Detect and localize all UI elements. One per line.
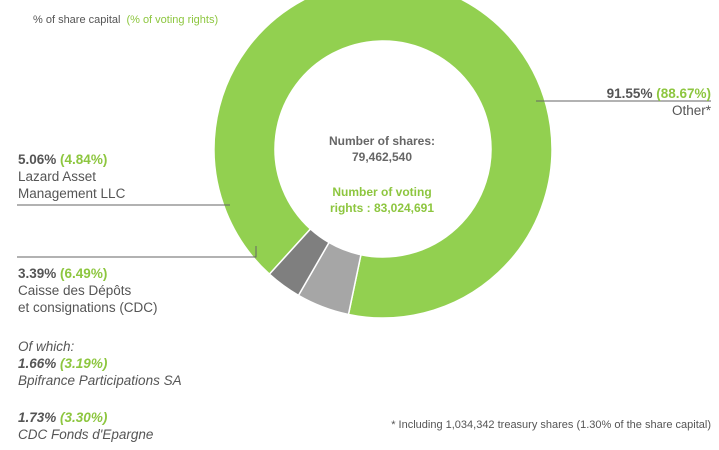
slice-other: [213, 0, 553, 319]
other-name: Other*: [671, 103, 711, 118]
bpi-pct: 1.66%: [18, 356, 57, 371]
leader-cdc: [17, 246, 257, 258]
leader-lines: [17, 100, 711, 258]
lazard-voting: (4.84%): [60, 152, 108, 167]
center-shares-block: Number of shares: 79,462,540: [282, 133, 482, 165]
shares-value: 79,462,540: [351, 150, 413, 164]
donut-slices: [213, 0, 553, 319]
voting-line1: Number of voting: [332, 185, 432, 199]
cdc-pct: 3.39%: [18, 266, 57, 281]
bpi-voting: (3.19%): [60, 356, 108, 371]
slice-cdc: [268, 227, 331, 297]
other-voting: (88.67%): [656, 86, 711, 101]
label-cdc-fonds: 1.73% (3.30%) CDC Fonds d'Epargne: [18, 409, 153, 443]
label-other: 91.55% (88.67%) Other*: [607, 85, 711, 119]
legend-header: % of share capital (% of voting rights): [33, 14, 218, 26]
cdcfe-name: CDC Fonds d'Epargne: [18, 427, 154, 442]
cdcfe-pct: 1.73%: [18, 410, 57, 425]
shares-label: Number of shares:: [328, 134, 436, 148]
legend-voting-text: (% of voting rights): [126, 14, 219, 26]
label-lazard: 5.06% (4.84%) Lazard Asset Management LL…: [18, 151, 125, 202]
cdc-voting: (6.49%): [60, 266, 108, 281]
of-which-text: Of which:: [18, 339, 75, 354]
label-of-which: Of which: 1.66% (3.19%) Bpifrance Partic…: [18, 338, 182, 389]
bpi-name: Bpifrance Participations SA: [18, 373, 182, 388]
cdc-name1: Caisse des Dépôts: [18, 283, 132, 298]
voting-line2: rights : 83,024,691: [329, 201, 435, 215]
lazard-pct: 5.06%: [18, 152, 57, 167]
lazard-name2: Management LLC: [18, 186, 126, 201]
footnote: * Including 1,034,342 treasury shares (1…: [391, 419, 711, 431]
cdc-name2: et consignations (CDC): [18, 300, 158, 315]
other-pct: 91.55%: [606, 86, 653, 101]
center-voting-block: Number of voting rights : 83,024,691: [282, 184, 482, 216]
lazard-name1: Lazard Asset: [18, 169, 97, 184]
label-cdc: 3.39% (6.49%) Caisse des Dépôts et consi…: [18, 265, 158, 316]
cdcfe-voting: (3.30%): [60, 410, 108, 425]
legend-capital-text: % of share capital: [33, 14, 121, 26]
